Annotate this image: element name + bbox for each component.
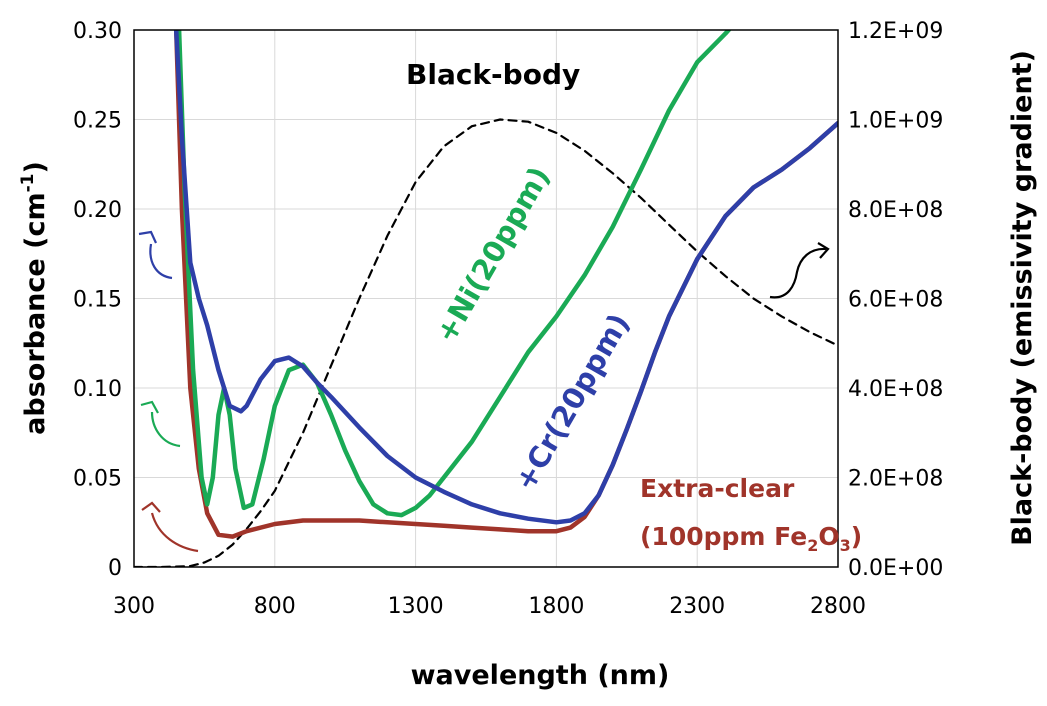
y-tick-label: 0.15: [73, 288, 122, 313]
y-tick-label: 0.30: [73, 19, 122, 44]
y-tick-label: 0.25: [73, 109, 122, 134]
cr-arrowhead-icon: [138, 230, 158, 244]
x-tick-label: 2300: [669, 594, 725, 619]
y2-tick-label: 1.0E+09: [848, 109, 943, 134]
y-tick-label: 0: [108, 556, 122, 581]
y2-tick-label: 1.2E+09: [848, 19, 943, 44]
ni-annotation: +Ni(20ppm): [429, 161, 557, 349]
y2-tick-label: 4.0E+08: [848, 377, 943, 402]
series-lines: [134, 30, 838, 567]
cr-annotation: +Cr(20ppm): [508, 308, 637, 497]
x-tick-label: 1800: [528, 594, 584, 619]
ni-series-line: [176, 30, 732, 518]
ni-arrow-icon: [150, 411, 181, 448]
extra-clear-part-c: ): [851, 522, 862, 551]
axis-indicator-arrows: [138, 230, 830, 553]
extra-clear-annotation-line1: Extra-clear: [640, 474, 795, 503]
y-axis-title-main: absorbance (cm: [20, 192, 51, 434]
x-tick-label: 300: [113, 594, 155, 619]
blackbody-annotation: Black-body: [406, 58, 580, 91]
y2-tick-label: 6.0E+08: [848, 288, 943, 313]
tick-labels: 300 800 1300 1800 2300 2800 0 0.05 0.10 0.15 0.20 0…: [73, 19, 943, 619]
extra-clear-arrow-icon: [150, 512, 199, 553]
cr-arrow-icon: [149, 243, 173, 280]
blackbody-series-line: [134, 118, 838, 567]
y-axis-title-close: ): [20, 161, 51, 173]
ni-arrowhead-icon: [140, 400, 159, 414]
y2-axis-title: Black-body (emissivity gradient): [1007, 50, 1038, 546]
y-tick-label: 0.05: [73, 467, 122, 492]
x-tick-label: 2800: [810, 594, 866, 619]
extra-clear-part-a: (100ppm Fe: [640, 522, 807, 551]
plot-frame: [133, 29, 839, 568]
extra-clear-arrowhead-icon: [141, 501, 161, 513]
extra-clear-sub-2: 3: [840, 536, 851, 555]
y-tick-label: 0.20: [73, 198, 122, 223]
x-tick-label: 1300: [388, 594, 444, 619]
y2-tick-label: 2.0E+08: [848, 467, 943, 492]
extra-clear-series-line: [173, 30, 838, 539]
blackbody-arrowhead-icon: [817, 242, 830, 259]
y-tick-label: 0.10: [73, 377, 122, 402]
y-axis-title-sup: -1: [18, 174, 38, 193]
extra-clear-part-b: O: [818, 522, 839, 551]
x-tick-label: 800: [254, 594, 296, 619]
x-axis-title: wavelength (nm): [411, 660, 670, 691]
y2-tick-label: 8.0E+08: [848, 198, 943, 223]
y2-tick-label: 0.0E+00: [848, 556, 943, 581]
extra-clear-annotation-line2: (100ppm Fe2O3): [640, 522, 862, 555]
blackbody-arrow-icon: [769, 247, 827, 299]
cr-series-line: [173, 30, 838, 525]
y-axis-title: absorbance (cm-1): [18, 161, 51, 435]
extra-clear-sub-1: 2: [807, 536, 818, 555]
